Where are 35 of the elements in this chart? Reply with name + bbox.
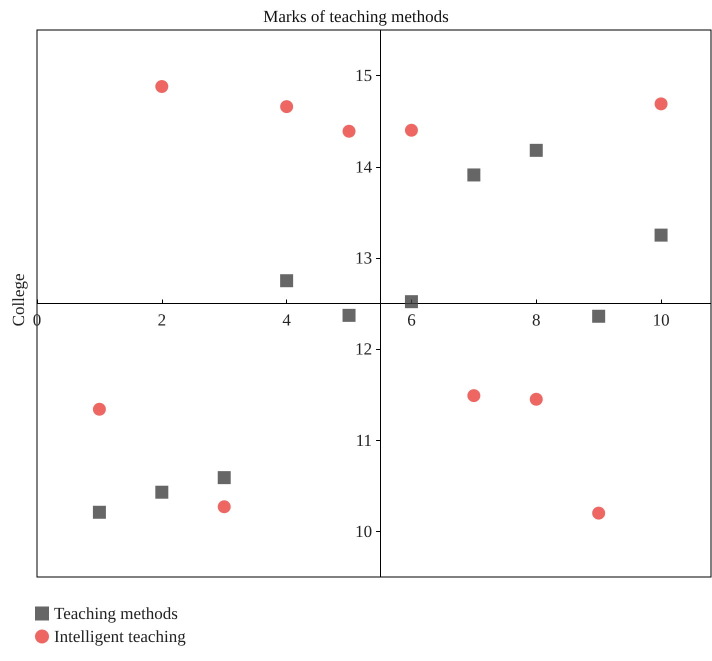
point: [592, 506, 606, 520]
x-tick-label: 10: [652, 310, 670, 330]
y-tick-label: 15: [355, 66, 372, 86]
point: [530, 392, 543, 406]
y-tick-label: 10: [355, 522, 372, 541]
legend-label: Intelligent teaching: [54, 627, 186, 646]
point: [530, 144, 543, 157]
point: [280, 100, 294, 114]
point: [342, 308, 356, 322]
legend-label: Teaching methods: [54, 604, 178, 623]
point: [404, 295, 418, 308]
x-tick-label: 4: [282, 310, 292, 330]
point: [404, 124, 418, 137]
y-tick-label: 13: [355, 248, 372, 268]
point: [342, 124, 356, 138]
point: [654, 228, 668, 242]
y-axis-title: College: [9, 273, 28, 326]
point: [467, 168, 480, 182]
x-tick-label: 8: [532, 310, 541, 330]
point: [92, 402, 106, 416]
point: [592, 310, 606, 323]
point: [218, 471, 231, 484]
x-tick-label: 2: [158, 310, 166, 330]
point: [218, 500, 231, 514]
point: [155, 80, 168, 94]
point: [467, 389, 480, 402]
y-tick-label: 12: [355, 340, 372, 359]
point: [280, 274, 294, 288]
y-tick-label: 14: [355, 157, 373, 176]
x-tick-label: 6: [407, 310, 416, 330]
chart-title: Marks of teaching methods: [263, 7, 449, 26]
point: [654, 97, 668, 110]
point: [92, 506, 106, 519]
y-tick-label: 11: [356, 430, 372, 450]
point: [155, 486, 168, 499]
